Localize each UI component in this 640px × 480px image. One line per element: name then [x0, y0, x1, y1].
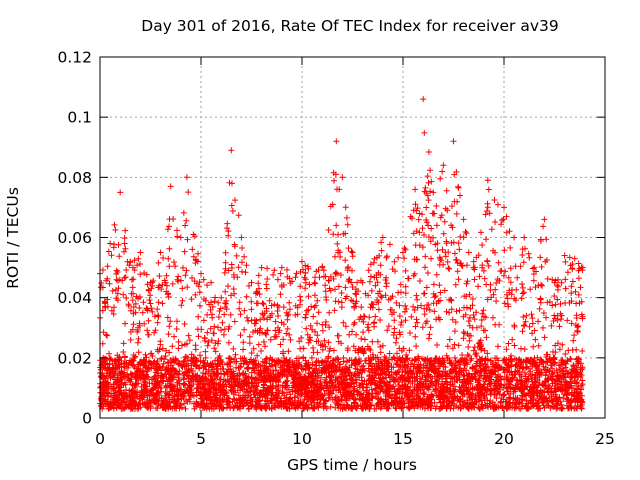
chart-title: Day 301 of 2016, Rate Of TEC Index for r… — [141, 17, 558, 35]
data-points — [97, 96, 586, 412]
y-tick-label: 0.1 — [67, 109, 92, 127]
x-tick-label: 0 — [95, 430, 105, 448]
x-tick-label: 5 — [196, 430, 206, 448]
y-axis-label: ROTI / TECUs — [4, 187, 22, 289]
y-tick-label: 0.12 — [57, 49, 92, 67]
x-axis-label: GPS time / hours — [287, 456, 417, 474]
grid-lines — [100, 57, 605, 418]
roti-series-markers — [97, 96, 586, 412]
x-tick-label: 10 — [292, 430, 312, 448]
x-tick-label: 25 — [595, 430, 615, 448]
y-tick-label: 0 — [82, 410, 92, 428]
x-tick-label: 15 — [393, 430, 413, 448]
y-tick-label: 0.08 — [57, 169, 92, 187]
x-tick-label: 20 — [494, 430, 514, 448]
y-tick-label: 0.02 — [57, 349, 92, 367]
y-tick-label: 0.04 — [57, 289, 92, 307]
axis-ticks: 0 0.02 0.04 0.06 0.08 0.1 0.12 0 5 10 15 20 25 — [57, 49, 614, 449]
y-tick-label: 0.06 — [57, 229, 92, 247]
